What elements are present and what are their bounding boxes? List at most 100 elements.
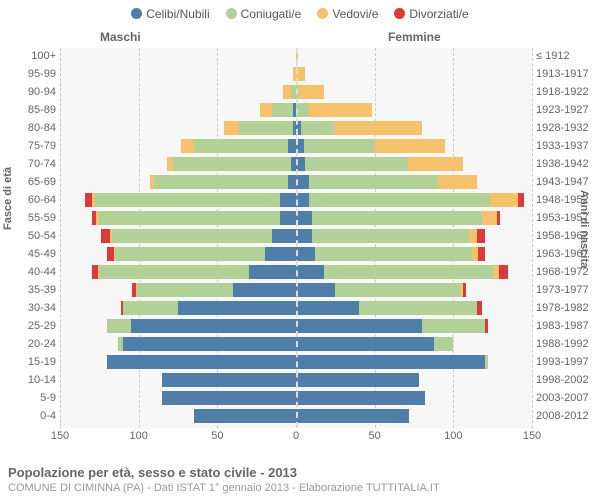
bar-segment (518, 193, 524, 207)
bar-male (224, 121, 296, 135)
bar-female (296, 193, 524, 207)
bar-segment (288, 175, 296, 189)
y-label-birth: 1928-1932 (536, 120, 596, 136)
bar-segment (296, 319, 422, 333)
bar-segment (272, 229, 296, 243)
x-tick-label: 50 (211, 430, 223, 442)
bar-segment (162, 373, 296, 387)
y-label-birth: 1933-1937 (536, 138, 596, 154)
bar-segment (296, 409, 409, 423)
bar-segment (260, 103, 273, 117)
y-label-age: 45-49 (0, 246, 56, 262)
bar-female (296, 265, 508, 279)
x-tick-label: 0 (293, 430, 299, 442)
bar-segment (173, 157, 291, 171)
bar-segment (296, 283, 335, 297)
caption: Popolazione per età, sesso e stato civil… (8, 465, 440, 494)
gender-headers: Maschi Femmine (0, 30, 600, 48)
bar-segment (335, 283, 461, 297)
legend-item: Divorziati/e (394, 6, 468, 21)
bar-segment (296, 211, 312, 225)
y-label-birth: 1958-1962 (536, 228, 596, 244)
bar-segment (239, 121, 292, 135)
y-label-age: 25-29 (0, 318, 56, 334)
bar-female (296, 139, 445, 153)
legend-label: Coniugati/e (241, 7, 302, 21)
bar-male (132, 283, 296, 297)
y-label-age: 5-9 (0, 390, 56, 406)
bar-segment (482, 211, 498, 225)
bar-segment (99, 211, 280, 225)
y-label-birth: 2008-2012 (536, 408, 596, 424)
bar-segment (123, 337, 296, 351)
y-label-birth: ≤ 1912 (536, 48, 596, 64)
y-label-birth: 1993-1997 (536, 354, 596, 370)
bar-segment (304, 139, 375, 153)
bar-segment (499, 265, 508, 279)
y-label-age: 95-99 (0, 66, 56, 82)
bar-male (181, 139, 296, 153)
y-label-birth: 1953-1957 (536, 210, 596, 226)
bar-segment (422, 319, 485, 333)
bar-female (296, 211, 500, 225)
bar-segment (296, 265, 324, 279)
bar-segment (315, 247, 472, 261)
bar-male (85, 193, 296, 207)
caption-title: Popolazione per età, sesso e stato civil… (8, 465, 440, 480)
y-label-birth: 1983-1987 (536, 318, 596, 334)
bar-male (121, 301, 296, 315)
bar-segment (107, 355, 296, 369)
y-label-birth: 1963-1967 (536, 246, 596, 262)
bar-male (101, 229, 296, 243)
y-label-birth: 1998-2002 (536, 372, 596, 388)
y-label-age: 100+ (0, 48, 56, 64)
bar-segment (296, 229, 312, 243)
y-label-age: 35-39 (0, 282, 56, 298)
bar-segment (272, 103, 292, 117)
bar-female (296, 355, 488, 369)
bar-segment (154, 175, 288, 189)
y-axis-right: ≤ 19121913-19171918-19221923-19271928-19… (536, 48, 596, 428)
y-label-birth: 1938-1942 (536, 156, 596, 172)
legend-label: Celibi/Nubili (146, 7, 209, 21)
y-label-age: 50-54 (0, 228, 56, 244)
bar-segment (490, 193, 518, 207)
bar-segment (112, 229, 272, 243)
x-tick-label: 100 (129, 430, 147, 442)
y-label-birth: 1973-1977 (536, 282, 596, 298)
bar-segment (312, 229, 469, 243)
y-label-age: 75-79 (0, 138, 56, 154)
bar-segment (359, 301, 477, 315)
bar-segment (296, 337, 434, 351)
bar-female (296, 337, 453, 351)
bar-segment (477, 229, 485, 243)
bar-female (296, 85, 324, 99)
bar-segment (463, 283, 466, 297)
y-label-birth: 1948-1952 (536, 192, 596, 208)
y-label-age: 40-44 (0, 264, 56, 280)
x-tick-label: 150 (51, 430, 69, 442)
legend-item: Celibi/Nubili (131, 6, 209, 21)
bar-segment (438, 175, 477, 189)
y-label-birth: 1923-1927 (536, 102, 596, 118)
bar-segment (305, 157, 407, 171)
bar-male (260, 103, 296, 117)
y-label-age: 10-14 (0, 372, 56, 388)
bar-female (296, 391, 425, 405)
bar-segment (283, 85, 291, 99)
y-label-age: 70-74 (0, 156, 56, 172)
bar-female (296, 247, 485, 261)
bar-segment (162, 391, 296, 405)
bar-segment (265, 247, 296, 261)
bar-male (107, 247, 296, 261)
x-tick-label: 50 (369, 430, 381, 442)
y-label-birth: 1978-1982 (536, 300, 596, 316)
y-label-age: 90-94 (0, 84, 56, 100)
bar-male (107, 319, 296, 333)
y-label-birth: 1968-1972 (536, 264, 596, 280)
x-axis: 15010050050100150 (60, 430, 532, 446)
bar-segment (224, 121, 240, 135)
caption-sub: COMUNE DI CIMINNA (PA) - Dati ISTAT 1° g… (8, 482, 440, 494)
y-label-age: 20-24 (0, 336, 56, 352)
bar-segment (309, 175, 438, 189)
